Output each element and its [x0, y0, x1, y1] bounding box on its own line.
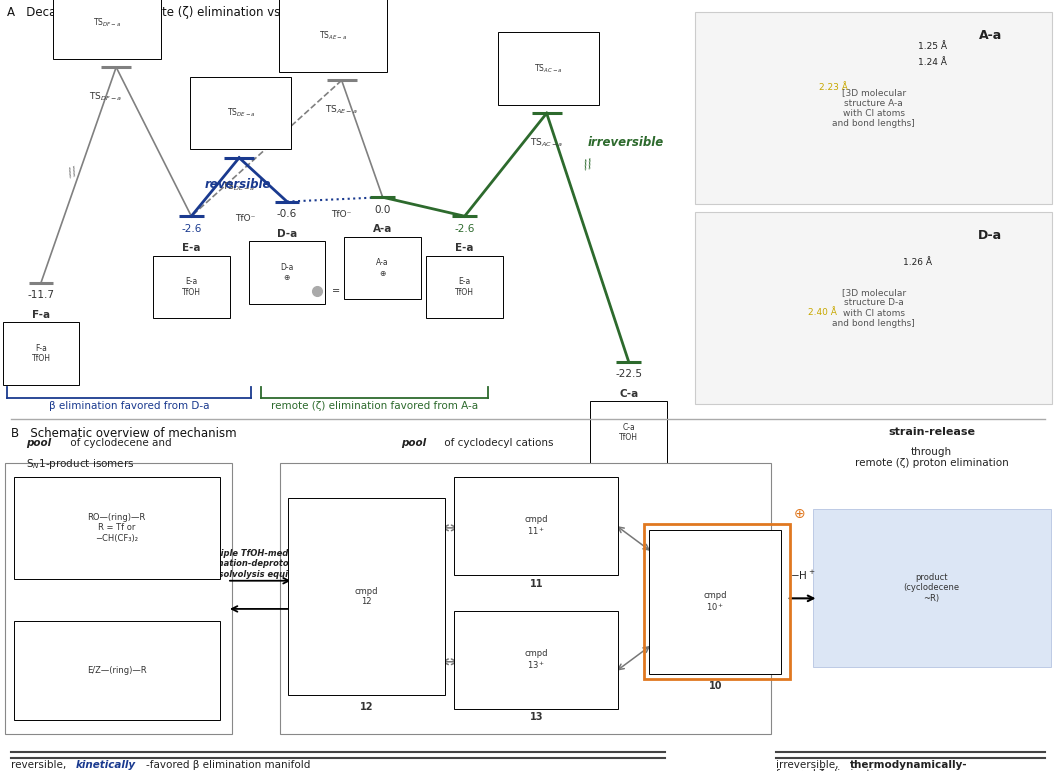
Text: -0.6: -0.6: [277, 209, 297, 219]
Text: F-a
TfOH: F-a TfOH: [32, 344, 51, 363]
Text: remote (ζ) elimination favored from A-a: remote (ζ) elimination favored from A-a: [271, 401, 478, 411]
Text: cmpd
12: cmpd 12: [355, 587, 378, 606]
FancyBboxPatch shape: [344, 237, 421, 299]
Text: A-a: A-a: [373, 224, 393, 234]
Text: F-a: F-a: [32, 310, 50, 320]
Text: 12: 12: [360, 702, 373, 712]
Text: [3D molecular
structure A-a
with Cl atoms
and bond lengths]: [3D molecular structure A-a with Cl atom…: [832, 88, 916, 128]
Text: pool: pool: [401, 438, 427, 448]
Text: irreversible,: irreversible,: [776, 760, 842, 770]
Text: 17.8: 17.8: [105, 48, 128, 58]
Text: RO—(ring)—R
R = Tf or
−CH(CF₃)₂: RO—(ring)—R R = Tf or −CH(CF₃)₂: [88, 513, 146, 543]
Text: irreversible: irreversible: [587, 136, 664, 149]
Text: ⊕: ⊕: [793, 507, 806, 520]
Text: TS$_{DF-a}$: TS$_{DF-a}$: [93, 16, 121, 29]
Text: D-a: D-a: [978, 229, 1002, 242]
Text: A   Decalin-selective remote (ζ) elimination vs. β elimination: A Decalin-selective remote (ζ) eliminati…: [7, 6, 365, 19]
Text: TfO⁻: TfO⁻: [331, 210, 351, 219]
Text: //: //: [582, 157, 593, 172]
Text: cmpd
10$^+$: cmpd 10$^+$: [703, 591, 728, 613]
Text: C-a: C-a: [619, 389, 638, 399]
Text: A-a
⊕: A-a ⊕: [376, 258, 389, 278]
Text: //: //: [67, 164, 78, 179]
Text: strain-release: strain-release: [888, 427, 975, 437]
Text: β elimination favored from D-a: β elimination favored from D-a: [49, 401, 209, 411]
FancyBboxPatch shape: [279, 0, 386, 72]
Text: D-a: D-a: [277, 229, 297, 239]
FancyBboxPatch shape: [153, 256, 229, 318]
Text: E-a: E-a: [182, 244, 201, 253]
Text: 2.40 Å: 2.40 Å: [808, 308, 837, 317]
Text: -favored β elimination manifold: -favored β elimination manifold: [146, 760, 310, 770]
Text: S$_N$1-product isomers: S$_N$1-product isomers: [26, 457, 135, 471]
FancyBboxPatch shape: [248, 241, 325, 304]
Text: A-a: A-a: [979, 29, 1002, 42]
Text: of cyclodecene and: of cyclodecene and: [67, 438, 171, 448]
Text: 5.4: 5.4: [231, 139, 247, 149]
Text: product
(cyclodecene
~R): product (cyclodecene ~R): [903, 573, 960, 603]
FancyBboxPatch shape: [54, 0, 162, 59]
Text: B   Schematic overview of mechanism: B Schematic overview of mechanism: [11, 427, 237, 440]
Text: -2.6: -2.6: [454, 224, 475, 234]
Text: thermodynamically-: thermodynamically-: [850, 760, 967, 770]
Text: 10: 10: [710, 681, 722, 691]
Text: through
remote (ζ) proton elimination: through remote (ζ) proton elimination: [854, 447, 1008, 469]
FancyBboxPatch shape: [427, 256, 503, 318]
Text: TS$_{AC-a}$: TS$_{AC-a}$: [530, 136, 563, 149]
FancyBboxPatch shape: [590, 401, 667, 463]
Text: TS$_{DF-a}$: TS$_{DF-a}$: [89, 90, 122, 103]
Text: 13: 13: [530, 712, 543, 722]
Text: TS$_{AE-a}$: TS$_{AE-a}$: [325, 103, 358, 116]
Text: 16.0: 16.0: [331, 61, 353, 71]
Text: E-a: E-a: [455, 244, 474, 253]
FancyBboxPatch shape: [5, 463, 232, 734]
Text: reversible: reversible: [205, 177, 271, 190]
Text: of cyclodecyl cations: of cyclodecyl cations: [441, 438, 554, 448]
Text: TS$_{DE-a}$: TS$_{DE-a}$: [227, 106, 256, 120]
Text: 1.24 Å: 1.24 Å: [918, 59, 946, 67]
FancyBboxPatch shape: [454, 611, 618, 709]
Text: pool: pool: [26, 438, 52, 448]
Text: 1.25 Å: 1.25 Å: [918, 42, 946, 51]
Text: reversible,: reversible,: [11, 760, 69, 770]
FancyBboxPatch shape: [649, 530, 781, 674]
FancyBboxPatch shape: [190, 76, 291, 150]
Text: TfO⁻: TfO⁻: [235, 214, 256, 223]
Text: 2.23 Å: 2.23 Å: [819, 83, 848, 93]
Text: favored ζ elimination: favored ζ elimination: [776, 769, 887, 771]
FancyBboxPatch shape: [14, 476, 220, 579]
FancyBboxPatch shape: [3, 322, 79, 385]
Text: -22.5: -22.5: [616, 369, 642, 379]
Text: cmpd
13$^+$: cmpd 13$^+$: [524, 648, 548, 672]
Text: TS$_{AC-a}$: TS$_{AC-a}$: [534, 62, 563, 75]
Text: E-a
TfOH: E-a TfOH: [182, 278, 201, 297]
FancyBboxPatch shape: [813, 509, 1051, 667]
Text: 1.26 Å: 1.26 Å: [903, 258, 932, 267]
FancyBboxPatch shape: [454, 476, 618, 575]
FancyBboxPatch shape: [280, 463, 771, 734]
Text: cmpd
11$^+$: cmpd 11$^+$: [524, 515, 548, 537]
Text: 11: 11: [530, 579, 543, 589]
Text: 0.0: 0.0: [375, 205, 391, 214]
FancyBboxPatch shape: [497, 32, 599, 105]
Text: C-a
TfOH: C-a TfOH: [619, 423, 638, 442]
FancyBboxPatch shape: [14, 621, 220, 720]
Text: = $\quad$CF$_3$ group: = $\quad$CF$_3$ group: [327, 284, 401, 298]
Text: D-a
⊕: D-a ⊕: [280, 263, 294, 282]
Text: [3D molecular
structure D-a
with Cl atoms
and bond lengths]: [3D molecular structure D-a with Cl atom…: [832, 288, 916, 328]
Text: E/Z—(ring)—R: E/Z—(ring)—R: [87, 666, 147, 675]
Text: E-a
TfOH: E-a TfOH: [455, 278, 474, 297]
FancyBboxPatch shape: [695, 212, 1053, 404]
Text: -2.6: -2.6: [182, 224, 202, 234]
Text: TS$_{AE-a}$: TS$_{AE-a}$: [319, 29, 347, 42]
FancyBboxPatch shape: [288, 498, 445, 695]
FancyBboxPatch shape: [695, 12, 1053, 204]
Text: −H$^+$: −H$^+$: [790, 570, 815, 583]
Text: TS$_{DE-a}$: TS$_{DE-a}$: [223, 180, 256, 194]
Text: multiple TfOH-mediated
protonation-deprotonation
and solvolysis equilibria: multiple TfOH-mediated protonation-depro…: [192, 549, 319, 579]
Text: -11.7: -11.7: [27, 290, 55, 300]
Text: kinetically: kinetically: [76, 760, 136, 770]
Text: 11.5: 11.5: [535, 94, 559, 104]
